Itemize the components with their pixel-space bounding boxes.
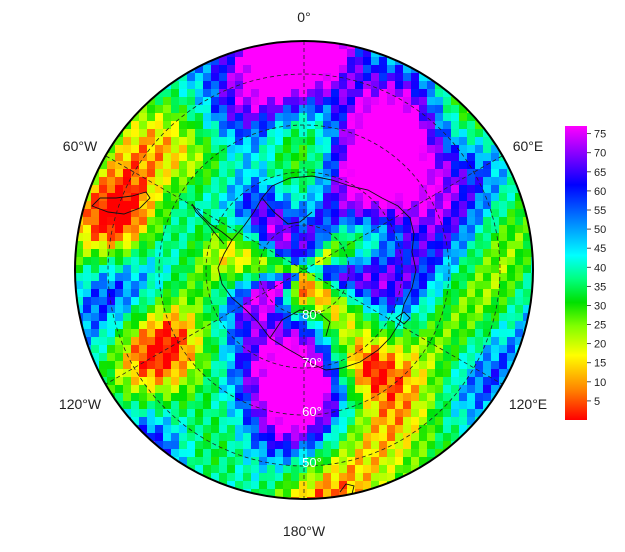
colorbar-tick-label: 30 bbox=[594, 300, 606, 312]
colorbar-ticks: 5 10 15 20 25 30 35 40 45 50 55 60 65 70 75 bbox=[587, 129, 606, 408]
colorbar-tick-label: 75 bbox=[594, 129, 606, 141]
lon-label-bottom: 180°W bbox=[283, 523, 326, 539]
lat-label-60: 60° bbox=[302, 404, 322, 419]
parallel-70 bbox=[205, 171, 403, 369]
lon-label-top-right: 60°E bbox=[513, 138, 544, 154]
colorbar-tick-label: 50 bbox=[594, 224, 606, 236]
colorbar: 5 10 15 20 25 30 35 40 45 50 55 60 65 70 75 bbox=[565, 126, 606, 420]
meridian-60w-120e bbox=[105, 155, 503, 385]
new-zealand-coastline bbox=[339, 483, 355, 495]
ross-ice-shelf-edge bbox=[269, 309, 331, 339]
lat-label-50: 50° bbox=[302, 455, 322, 470]
data-field-raster bbox=[75, 41, 533, 499]
lat-label-80: 80° bbox=[302, 307, 322, 322]
colorbar-tick-label: 55 bbox=[594, 205, 606, 217]
antarctica-coastline bbox=[217, 175, 417, 371]
lon-label-bottom-right: 120°E bbox=[509, 396, 547, 412]
colorbar-tick-label: 70 bbox=[594, 148, 606, 160]
lon-label-top: 0° bbox=[297, 9, 310, 25]
colorbar-tick-label: 60 bbox=[594, 186, 606, 198]
parallel-50 bbox=[107, 73, 501, 467]
map-frame bbox=[74, 40, 534, 500]
colorbar-tick-label: 25 bbox=[594, 320, 606, 332]
lon-label-top-left: 60°W bbox=[63, 138, 98, 154]
colorbar-tick-label: 20 bbox=[594, 339, 606, 351]
lat-label-70: 70° bbox=[302, 355, 322, 370]
south-america-coastline bbox=[91, 191, 151, 215]
meridian-60e-120w bbox=[105, 155, 503, 385]
antarctic-peninsula-coastline bbox=[191, 203, 233, 245]
colorbar-gradient bbox=[565, 126, 587, 420]
colorbar-tick-label: 45 bbox=[594, 243, 606, 255]
colorbar-tick-label: 10 bbox=[594, 377, 606, 389]
colorbar-tick-label: 65 bbox=[594, 167, 606, 179]
east-coast-island bbox=[395, 311, 411, 325]
colorbar-tick-label: 40 bbox=[594, 262, 606, 274]
colorbar-tick-label: 35 bbox=[594, 281, 606, 293]
colorbar-tick-label: 15 bbox=[594, 358, 606, 370]
graticule bbox=[105, 41, 503, 499]
lon-label-bottom-left: 120°W bbox=[59, 396, 102, 412]
colorbar-tick-label: 5 bbox=[594, 396, 600, 408]
